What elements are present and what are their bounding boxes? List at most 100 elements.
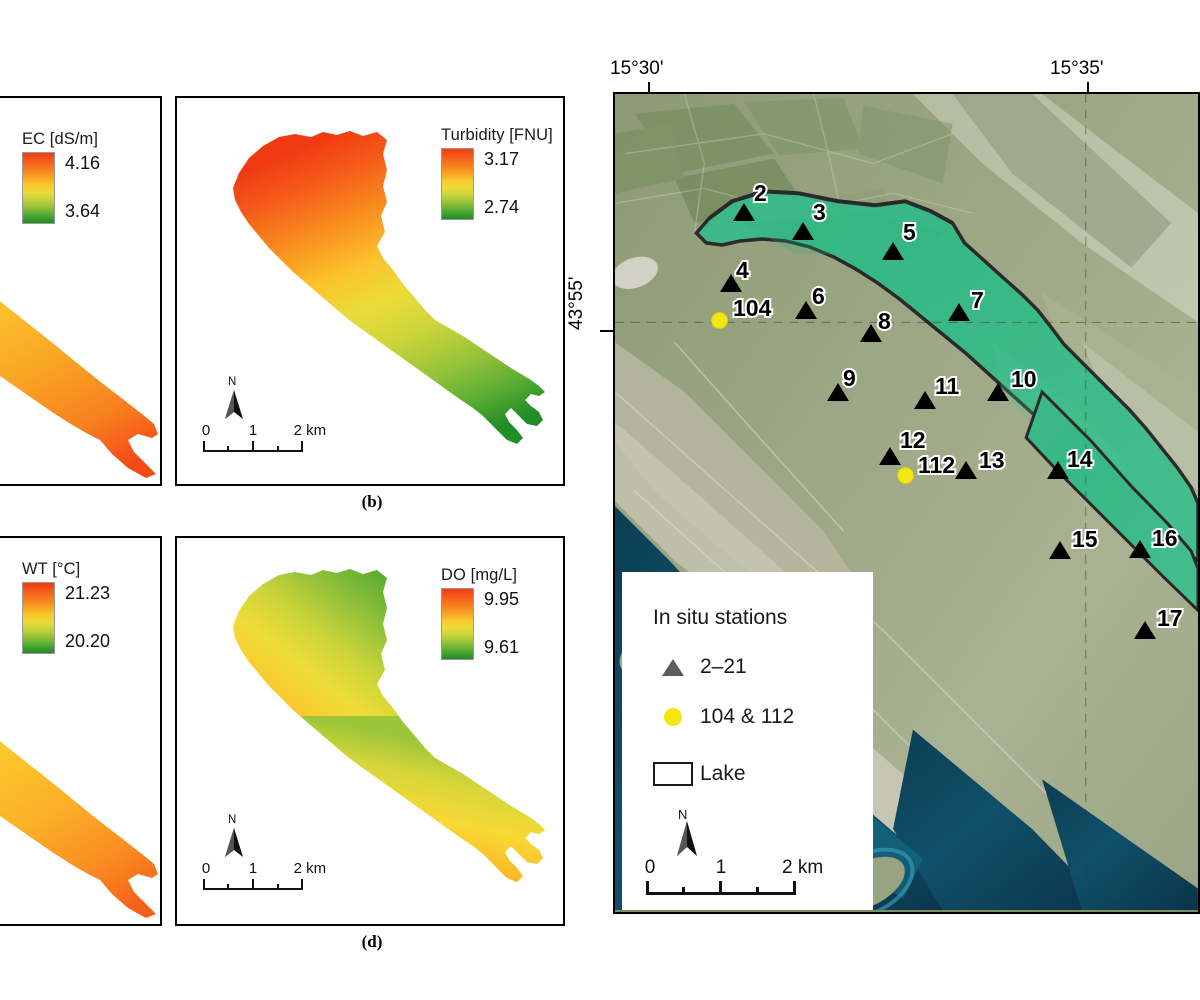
station-label-halo-104: 104 — [731, 293, 773, 323]
station-label-104: 104 — [733, 295, 772, 321]
triangle-marker-icon — [987, 383, 1009, 401]
lat-label-left: 43°55' — [566, 276, 587, 331]
north-arrow-icon: N — [217, 814, 251, 858]
map-legend-row-triangle: 2–21 — [646, 655, 747, 679]
legend-max-do: 9.95 — [484, 589, 520, 609]
north-arrow-icon: N — [217, 376, 251, 420]
triangle-marker-icon — [733, 203, 755, 221]
triangle-marker-icon — [955, 461, 977, 479]
map-legend-label-dots: 104 & 112 — [700, 705, 795, 728]
lon-tick-right — [1087, 82, 1089, 96]
north-label: N — [678, 807, 688, 822]
lon-label-right: 15°35' — [1050, 58, 1104, 79]
triangle-marker-icon — [1049, 541, 1071, 559]
scalebar-turbidity: N 0 1 2 km — [202, 376, 326, 452]
scalebar-numbers: 0 1 2 km — [201, 860, 326, 879]
station-label-halo-6: 6 — [810, 281, 827, 311]
panel-turbidity: Turbidity [FNU] 3.17 2.74 N 0 1 2 km — [175, 96, 565, 511]
station-label-halo-9: 9 — [841, 363, 858, 393]
lake-raster-ec — [0, 228, 166, 478]
color-ramp-do — [441, 588, 474, 660]
north-arrow-icon: N — [668, 807, 702, 856]
triangle-marker-icon — [1047, 461, 1069, 479]
panel-caption-b: (b) — [361, 492, 383, 511]
station-label-11: 11 — [935, 373, 960, 399]
legend-wt: WT [°C] 21.23 20.20 — [22, 560, 110, 654]
legend-title-wt: WT [°C] — [22, 560, 81, 578]
color-ramp-ec — [22, 152, 55, 224]
station-label-halo-15: 15 — [1070, 524, 1100, 554]
station-label-9: 9 — [843, 365, 856, 391]
stations-layer: 2 2 3 3 5 5 4 4 104 104 6 6 8 8 7 7 9 9 11 11 10 10 12 12 112 112… — [615, 94, 1198, 912]
station-label-5: 5 — [903, 219, 916, 245]
station-label-halo-17: 17 — [1155, 603, 1185, 633]
legend-do: DO [mg/L] 9.95 9.61 — [441, 566, 519, 660]
scalebar-ticks — [203, 879, 303, 890]
scalebar-1: 1 — [248, 422, 258, 439]
lon-tick-left — [648, 82, 650, 96]
legend-max-ec: 4.16 — [65, 153, 101, 173]
station-label-8: 8 — [878, 308, 891, 334]
lake-polygon-icon — [646, 762, 700, 786]
station-label-halo-11: 11 — [933, 371, 961, 401]
lake-raster-turbidity — [187, 128, 559, 468]
station-label-17: 17 — [1157, 605, 1183, 631]
map-legend-row-lake: Lake — [646, 762, 746, 786]
triangle-marker-icon — [882, 242, 904, 260]
station-label-13: 13 — [979, 447, 1005, 473]
scalebar-0: 0 — [201, 860, 211, 877]
map-scalebar-2: 2 km — [781, 857, 824, 878]
station-label-halo-10: 10 — [1009, 364, 1039, 394]
station-label-halo-3: 3 — [811, 197, 828, 227]
scalebar-numbers: 0 1 2 km — [202, 422, 326, 441]
triangle-marker-icon — [948, 303, 970, 321]
legend-title-ec: EC [dS/m] — [22, 130, 99, 148]
map-scalebar-ticks — [646, 881, 796, 895]
satellite-map[interactable]: 2 2 3 3 5 5 4 4 104 104 6 6 8 8 7 7 9 9 11 11 10 10 12 12 112 112… — [613, 92, 1200, 914]
dot-marker-icon — [711, 312, 728, 329]
station-label-halo-12: 12 — [898, 425, 928, 455]
legend-title-turbidity: Turbidity [FNU] — [441, 126, 553, 144]
dot-marker-icon — [646, 708, 700, 726]
station-label-halo-14: 14 — [1065, 444, 1095, 474]
legend-min-ec: 3.64 — [65, 201, 101, 221]
triangle-marker-icon — [1134, 621, 1156, 639]
triangle-marker-icon — [792, 222, 814, 240]
station-label-halo-8: 8 — [876, 306, 893, 336]
legend-max-wt: 21.23 — [65, 583, 111, 603]
station-label-3: 3 — [813, 199, 826, 225]
map-legend-title: In situ stations — [653, 606, 788, 629]
dot-marker-icon — [897, 467, 914, 484]
scalebar-1: 1 — [248, 860, 258, 877]
scalebar-2: 2 km — [293, 860, 327, 877]
lake-raster-wt — [0, 668, 166, 918]
legend-max-turbidity: 3.17 — [484, 149, 520, 169]
map-legend: In situ stations 2–21 104 & 112 Lake — [622, 572, 873, 910]
station-label-halo-16: 16 — [1150, 523, 1180, 553]
color-ramp-turbidity — [441, 148, 474, 220]
lake-raster-do — [187, 566, 559, 911]
map-scalebar-numbers: 0 1 2 km — [644, 857, 823, 881]
triangle-marker-icon — [646, 658, 700, 676]
panel-wt: WT [°C] 21.23 20.20 — [0, 536, 162, 926]
station-label-halo-13: 13 — [977, 445, 1007, 475]
panel-caption-d: (d) — [361, 932, 383, 951]
station-label-12: 12 — [900, 427, 926, 453]
triangle-marker-icon — [795, 301, 817, 319]
station-label-halo-2: 2 — [752, 178, 769, 208]
lon-label-left: 15°30' — [610, 58, 664, 79]
station-label-halo-7: 7 — [969, 285, 986, 315]
station-label-halo-112: 112 — [916, 450, 957, 480]
scalebar-do: N 0 1 2 km — [201, 814, 326, 890]
map-legend-row-dot: 104 & 112 — [646, 705, 794, 729]
map-scalebar: N 0 1 2 km — [644, 807, 823, 895]
triangle-marker-icon — [914, 391, 936, 409]
station-label-16: 16 — [1152, 525, 1178, 551]
north-label: N — [228, 814, 237, 826]
station-label-6: 6 — [812, 283, 825, 309]
map-scalebar-0: 0 — [644, 857, 656, 878]
legend-min-do: 9.61 — [484, 637, 520, 657]
triangle-marker-icon — [1129, 540, 1151, 558]
triangle-marker-icon — [720, 274, 742, 292]
